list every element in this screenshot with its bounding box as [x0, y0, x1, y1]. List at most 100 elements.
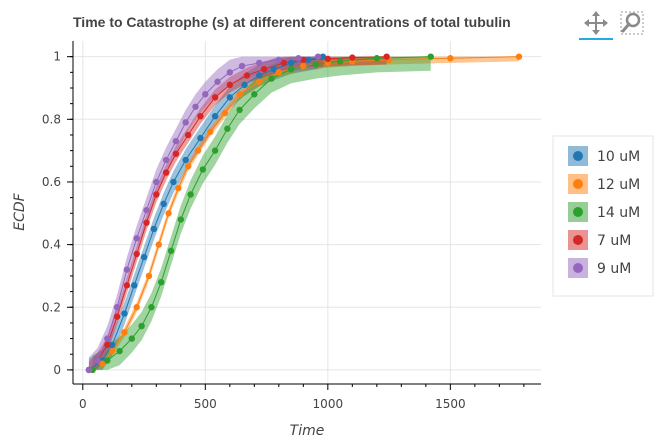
data-point: [128, 335, 136, 342]
y-axis-label: ECDF: [12, 192, 28, 230]
data-point: [305, 56, 312, 63]
data-point: [158, 278, 165, 286]
data-point: [238, 62, 246, 70]
axes: 0 500 1000 1500 0 0.2 0.4 0.6 0.8 1: [42, 41, 541, 411]
data-point: [155, 241, 162, 248]
data-point: [270, 65, 278, 73]
data-point: [153, 178, 160, 186]
legend-label: 14 uM: [597, 205, 640, 221]
data-point: [123, 282, 131, 289]
data-point: [287, 59, 295, 67]
data-point: [148, 304, 155, 311]
data-point: [256, 72, 263, 79]
confidence-bands: [88, 56, 519, 370]
x-tick-label: 1500: [435, 397, 466, 411]
data-point: [187, 191, 194, 198]
confidence-band-3: [88, 56, 387, 370]
pan-tool-button[interactable]: [579, 8, 613, 40]
data-point: [251, 91, 258, 98]
data-point: [162, 156, 170, 164]
data-point: [113, 313, 121, 320]
data-points: [85, 53, 523, 374]
data-point: [160, 200, 167, 208]
data-point: [140, 253, 148, 261]
active-tool-indicator: [579, 38, 613, 40]
data-point: [211, 94, 219, 101]
data-point: [427, 53, 434, 60]
data-point: [202, 91, 209, 98]
data-point: [275, 56, 283, 63]
x-tick-label: 500: [194, 397, 217, 411]
data-point: [226, 69, 234, 76]
data-point: [226, 81, 234, 89]
data-point: [192, 103, 199, 110]
zoom-tool-button[interactable]: [617, 8, 647, 38]
data-point: [383, 53, 390, 60]
y-tick-label: 1: [53, 50, 61, 64]
data-point: [221, 109, 229, 117]
legend-marker: [573, 207, 583, 217]
data-point: [104, 357, 111, 364]
data-point: [172, 138, 180, 145]
data-point: [226, 94, 234, 101]
legend-marker: [573, 151, 583, 161]
data-point: [184, 131, 192, 139]
legend-label: 9 uM: [597, 261, 631, 277]
data-point: [153, 191, 160, 198]
data-point: [133, 304, 140, 311]
data-point: [133, 250, 140, 258]
data-point: [236, 91, 243, 98]
data-point: [336, 58, 344, 65]
data-point: [113, 304, 121, 311]
legend-marker: [573, 263, 583, 273]
y-tick-label: 0.2: [42, 300, 61, 314]
data-point: [199, 166, 207, 173]
data-point: [268, 75, 275, 82]
data-point: [143, 206, 150, 214]
legend-marker: [573, 179, 583, 189]
data-point: [121, 310, 128, 317]
data-point: [133, 235, 140, 242]
data-point: [211, 112, 219, 120]
data-point: [131, 282, 138, 289]
data-point: [167, 247, 175, 255]
data-point: [170, 178, 177, 186]
confidence-band-0: [88, 56, 323, 370]
legend-label: 10 uM: [597, 149, 640, 165]
data-point: [116, 347, 123, 355]
data-point: [319, 53, 327, 60]
data-point: [177, 216, 185, 223]
legend: 10 uM 12 uM 14 uM 7 uM 9 uM: [552, 135, 654, 297]
grid: [73, 41, 541, 384]
data-point: [143, 219, 150, 226]
data-point: [109, 341, 116, 349]
chart-title: Time to Catastrophe (s) at different con…: [73, 14, 511, 30]
x-tick-label: 1000: [313, 397, 344, 411]
data-point: [172, 150, 180, 157]
data-point: [138, 322, 145, 330]
data-point: [256, 78, 263, 85]
data-point: [104, 335, 111, 342]
data-point: [349, 54, 356, 61]
confidence-band-2: [92, 56, 431, 370]
x-tick-label: 0: [79, 397, 87, 411]
data-point: [287, 65, 295, 73]
data-point: [150, 225, 158, 233]
legend-marker: [573, 235, 583, 245]
data-point: [99, 360, 106, 367]
data-point: [241, 81, 248, 89]
data-point: [109, 347, 116, 355]
data-point: [280, 59, 287, 67]
data-point: [165, 210, 172, 217]
y-tick-label: 0.8: [42, 112, 61, 126]
data-point: [300, 56, 307, 63]
data-point: [94, 357, 101, 364]
data-point: [85, 366, 93, 374]
data-point: [295, 55, 302, 62]
data-point: [314, 53, 322, 60]
data-point: [162, 169, 170, 176]
data-point: [194, 147, 202, 154]
data-point: [207, 128, 214, 136]
data-point: [214, 78, 221, 85]
